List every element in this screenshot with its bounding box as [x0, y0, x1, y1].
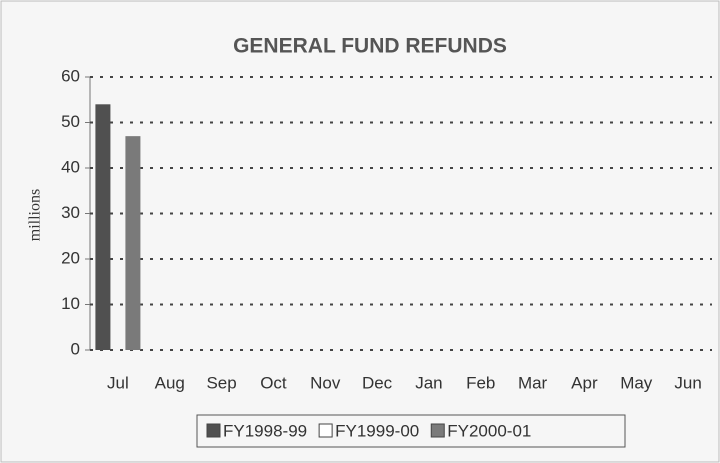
legend-label: FY1999-00: [335, 421, 419, 440]
legend-label: FY2000-01: [447, 421, 531, 440]
y-tick-label: 20: [61, 248, 80, 267]
x-tick-label: Sep: [206, 373, 236, 392]
x-tick-label: Apr: [571, 373, 598, 392]
y-tick-label: 50: [61, 112, 80, 131]
bar: [95, 104, 111, 350]
x-tick-label: Feb: [466, 373, 495, 392]
x-tick-label: Aug: [155, 373, 185, 392]
x-tick-label: Jun: [674, 373, 701, 392]
y-tick-label: 0: [71, 339, 80, 358]
bar: [125, 136, 141, 350]
y-tick-label: 10: [61, 294, 80, 313]
x-tick-label: Dec: [362, 373, 393, 392]
legend-label: FY1998-99: [223, 421, 307, 440]
y-axis-label: millions: [27, 189, 44, 241]
legend-swatch: [430, 423, 445, 438]
legend-swatch: [318, 423, 333, 438]
x-tick-label: Jan: [415, 373, 442, 392]
x-tick-label: Mar: [518, 373, 548, 392]
x-tick-label: Nov: [310, 373, 341, 392]
y-tick-label: 40: [61, 157, 80, 176]
y-tick-label: 30: [61, 203, 80, 222]
x-tick-label: Oct: [260, 373, 287, 392]
chart-title: GENERAL FUND REFUNDS: [233, 35, 507, 58]
legend-box: [196, 414, 626, 448]
x-tick-label: May: [620, 373, 653, 392]
x-tick-label: Jul: [107, 373, 129, 392]
legend-swatch: [206, 423, 221, 438]
y-tick-label: 60: [61, 66, 80, 85]
